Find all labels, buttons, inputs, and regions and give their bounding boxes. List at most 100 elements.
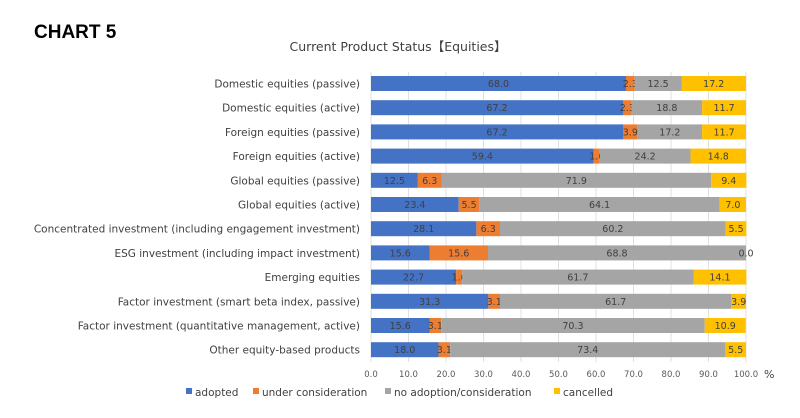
bar-segment-no-adoption-consideration xyxy=(479,197,720,212)
bar-segment-adopted xyxy=(371,245,430,261)
data-label: 71.9 xyxy=(566,176,587,187)
bar-segment-adopted xyxy=(371,269,457,285)
bar-row: 67.2 2.3 18.8 11.7 xyxy=(371,100,746,116)
data-label: 18.0 xyxy=(394,345,415,356)
data-label: 10.9 xyxy=(715,321,736,332)
data-label: 3.1 xyxy=(428,321,443,332)
bar-segment-no-adoption-consideration xyxy=(500,293,732,309)
bar-row: 28.1 6.3 60.2 5.5 xyxy=(371,221,747,237)
bar-segment-adopted xyxy=(371,318,430,333)
bar-segment-under-consideration xyxy=(456,269,463,285)
bar-segment-adopted xyxy=(371,148,594,164)
data-label: 68.0 xyxy=(488,79,509,90)
legend-swatch xyxy=(554,388,560,394)
data-label: 18.8 xyxy=(656,103,677,114)
x-tick-label: 30.0 xyxy=(474,370,493,380)
data-label: 1.6 xyxy=(589,152,604,163)
legend-swatch xyxy=(385,388,391,394)
legend-item: under consideration xyxy=(253,387,367,399)
data-label: 5.5 xyxy=(728,345,743,356)
data-label: 22.7 xyxy=(403,273,424,284)
legend-label: cancelled xyxy=(563,387,613,399)
data-label: 14.8 xyxy=(708,152,729,163)
category-label: ESG investment (including impact investm… xyxy=(114,248,360,260)
legend-swatch xyxy=(186,388,192,394)
bar-row: 15.6 15.6 68.8 0.0 xyxy=(371,245,754,261)
bar-segment-adopted xyxy=(371,100,623,116)
bar-segment-under-consideration xyxy=(438,342,451,358)
category-label: Concentrated investment (including engag… xyxy=(34,224,360,236)
bar-segment-adopted xyxy=(371,342,439,358)
x-tick-label: 10.0 xyxy=(399,370,418,380)
data-label: 31.3 xyxy=(419,297,440,308)
data-label: 68.8 xyxy=(606,248,627,259)
legend-label: no adoption/consideration xyxy=(394,387,531,399)
data-label: 15.6 xyxy=(390,248,411,259)
data-label: 15.6 xyxy=(448,248,469,259)
bar-segment-under-consideration xyxy=(429,245,488,261)
legend-item: adopted xyxy=(186,387,238,399)
data-label: 14.1 xyxy=(709,273,730,284)
data-label: 61.7 xyxy=(567,273,588,284)
data-label: 64.1 xyxy=(589,200,610,211)
data-label: 23.4 xyxy=(404,200,425,211)
bar-segment-no-adoption-consideration xyxy=(450,342,726,358)
x-tick-label: 80.0 xyxy=(662,370,681,380)
category-label: Global equities (passive) xyxy=(230,175,360,187)
data-label: 7.0 xyxy=(725,200,740,211)
data-label: 0.0 xyxy=(738,248,753,259)
category-label: Foreign equities (active) xyxy=(233,151,360,163)
bar-segment-under-consideration xyxy=(429,318,442,333)
bar-segment-cancelled xyxy=(693,269,747,285)
bar-segment-adopted xyxy=(371,172,418,188)
bar-segment-cancelled xyxy=(711,172,747,188)
bar-segment-under-consideration xyxy=(458,197,480,212)
bar-row: 59.4 1.6 24.2 14.8 xyxy=(371,148,746,164)
bar-segment-under-consideration xyxy=(488,293,500,309)
x-axis-ticks: 0.0 10.0 20.0 30.0 40.0 50.0 60.0 70.0 80.0 90.0 1… xyxy=(364,370,758,380)
bar-segment-cancelled xyxy=(725,342,746,358)
bar-segment-no-adoption-consideration xyxy=(441,318,705,333)
gridlines xyxy=(370,72,747,362)
chart-title: Current Product Status【Equities】 xyxy=(290,39,507,54)
x-tick-label: 60.0 xyxy=(587,370,606,380)
legend-swatch xyxy=(253,388,259,394)
data-label: 1.6 xyxy=(452,273,467,284)
legend-item: no adoption/consideration xyxy=(385,387,531,399)
data-label: 28.1 xyxy=(413,224,434,235)
bar-segment-no-adoption-consideration xyxy=(462,269,694,285)
x-tick-label: 50.0 xyxy=(549,370,568,380)
data-label: 15.6 xyxy=(390,321,411,332)
bar-segment-no-adoption-consideration xyxy=(441,172,712,188)
data-label: 17.2 xyxy=(659,127,680,138)
x-tick-label: 70.0 xyxy=(624,370,643,380)
data-label: 67.2 xyxy=(486,127,507,138)
data-label: 3.9 xyxy=(623,127,638,138)
data-label: 5.5 xyxy=(729,224,744,235)
data-label: 59.4 xyxy=(472,152,493,163)
bar-segment-under-consideration xyxy=(417,172,442,188)
bar-segment-cancelled xyxy=(702,124,746,140)
bar-segment-cancelled xyxy=(731,293,746,309)
bar-segment-no-adoption-consideration xyxy=(488,245,746,261)
x-tick-label: 40.0 xyxy=(512,370,531,380)
bar-segment-cancelled xyxy=(690,148,746,164)
data-label: 67.2 xyxy=(486,103,507,114)
bar-segment-adopted xyxy=(371,293,489,309)
category-label: Emerging equities xyxy=(265,272,360,284)
bar-row: 67.2 3.9 17.2 11.7 xyxy=(371,124,746,140)
bar-segment-under-consideration xyxy=(593,148,600,164)
data-label: 3.9 xyxy=(731,297,746,308)
bar-segment-no-adoption-consideration xyxy=(634,76,682,91)
data-label: 9.4 xyxy=(721,176,736,187)
bar-row: 22.7 1.6 61.7 14.1 xyxy=(371,269,747,285)
bar-segment-cancelled xyxy=(704,318,746,333)
legend-label: adopted xyxy=(195,387,238,399)
x-axis-unit: % xyxy=(764,368,774,381)
legend: adopted under consideration no adoption/co… xyxy=(186,387,613,399)
bar-segment-adopted xyxy=(371,76,626,91)
category-label: Factor investment (smart beta index, pas… xyxy=(118,296,360,308)
bar-row: 18.0 3.1 73.4 5.5 xyxy=(371,342,746,358)
data-label: 11.7 xyxy=(713,103,734,114)
